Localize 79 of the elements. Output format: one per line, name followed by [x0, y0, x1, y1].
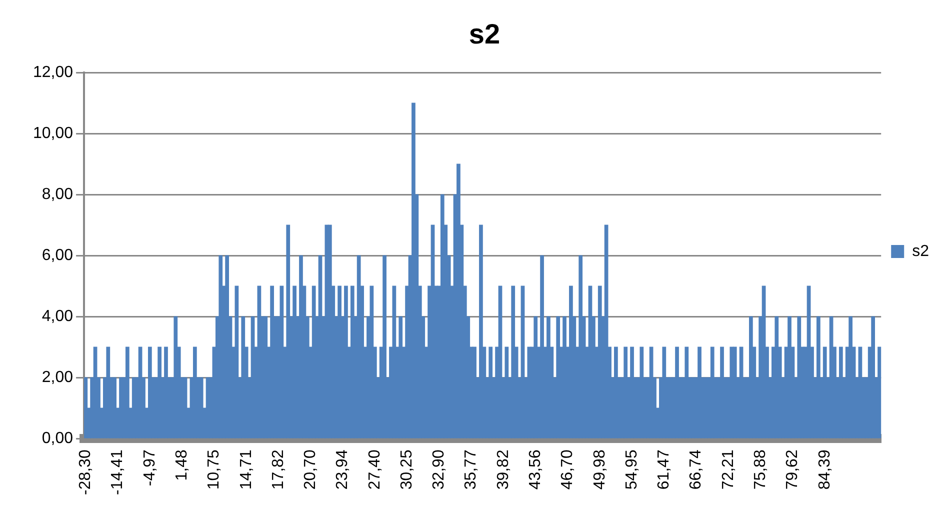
y-tick-label: 12,00	[32, 64, 74, 82]
y-tick-label: 2,00	[42, 369, 74, 386]
x-tick-label: 39,82	[494, 450, 512, 490]
bar	[504, 346, 509, 438]
x-tick-label: 32,90	[430, 450, 448, 490]
x-tick-label: 66,74	[688, 450, 705, 490]
bar	[624, 346, 628, 438]
bar	[106, 346, 110, 438]
x-tick-label: 20,70	[302, 450, 320, 490]
x-tick-label: 75,88	[752, 450, 769, 490]
bar	[270, 286, 274, 438]
bar	[241, 316, 246, 438]
bar	[472, 346, 476, 438]
bar	[675, 346, 679, 438]
bar	[730, 346, 734, 438]
x-tick-label: -14,41	[109, 450, 126, 496]
bar	[640, 346, 644, 438]
x-tick-label: 43,56	[527, 450, 544, 490]
bar	[511, 286, 516, 438]
bar	[698, 346, 702, 438]
bar	[392, 286, 396, 438]
bar	[816, 316, 820, 438]
bar	[199, 377, 204, 438]
bar	[125, 346, 130, 438]
x-tick-label: 79,62	[784, 450, 802, 490]
bar	[774, 316, 779, 438]
y-tick-label: 10,00	[32, 125, 74, 142]
bar	[871, 316, 876, 438]
bar	[630, 346, 634, 438]
chart-title: s2	[468, 18, 500, 50]
x-tick-label: 54,95	[623, 450, 640, 490]
y-tick-label: 6,00	[42, 247, 74, 264]
y-tick-label: 0,00	[42, 430, 74, 448]
bar	[578, 255, 583, 438]
bar	[527, 346, 532, 438]
bar	[684, 346, 689, 438]
x-tick-label: -4,97	[141, 450, 158, 486]
bar	[174, 316, 178, 438]
bar	[299, 255, 303, 438]
bar	[662, 346, 666, 438]
bar	[119, 377, 123, 438]
x-tick-label: 17,82	[270, 450, 287, 490]
bar	[797, 316, 802, 438]
bar	[720, 346, 724, 438]
bar	[540, 255, 544, 438]
bar	[112, 377, 117, 438]
x-tick-label: 14,71	[238, 450, 255, 490]
bar	[218, 255, 223, 438]
x-tick-label: 10,75	[206, 450, 223, 490]
bar	[344, 286, 348, 438]
bar	[164, 346, 168, 438]
y-tick-label: 8,00	[42, 186, 74, 204]
x-tick-label: 23,94	[334, 450, 352, 490]
bar	[534, 316, 538, 438]
x-tick-label: 49,98	[591, 450, 608, 490]
x-tick-label: 1,48	[173, 450, 190, 481]
bar	[382, 255, 386, 438]
bar	[848, 316, 853, 438]
bar	[264, 316, 268, 438]
bar	[878, 346, 882, 438]
x-tick-label: 27,40	[366, 450, 384, 490]
bar	[691, 377, 696, 438]
bar	[479, 224, 483, 438]
x-tick-label: 61,47	[656, 450, 673, 490]
bar	[398, 316, 403, 438]
x-tick-label: 84,39	[816, 450, 834, 490]
bar	[286, 224, 290, 438]
bar	[225, 255, 229, 438]
bar	[556, 316, 560, 438]
x-tick-label: 35,77	[462, 450, 480, 490]
bar	[668, 377, 673, 438]
x-tick-label: 30,25	[398, 450, 416, 490]
x-tick-label: 72,21	[720, 450, 737, 490]
x-tick-label: -28,30	[77, 450, 94, 496]
bar	[488, 346, 493, 438]
bar	[158, 346, 162, 438]
x-tick-label: 46,70	[559, 450, 576, 490]
legend-label: s2	[912, 242, 930, 260]
y-tick-label: 4,00	[42, 308, 74, 326]
